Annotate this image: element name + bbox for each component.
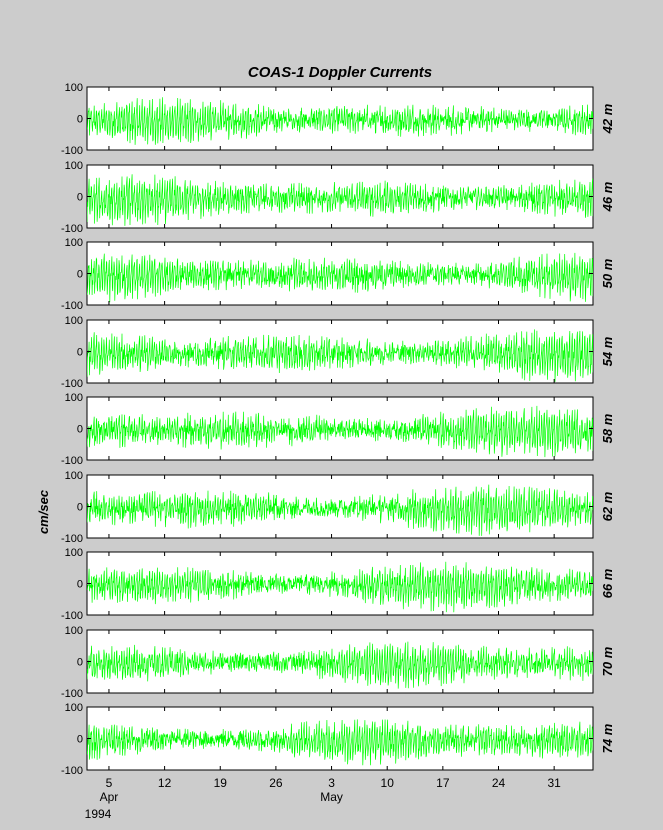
y-tick-label: 100 (65, 315, 83, 327)
y-tick-label: 0 (77, 347, 83, 359)
series-line (87, 561, 593, 613)
y-tick-label: 100 (65, 160, 83, 172)
depth-label: 58 m (600, 413, 615, 443)
y-tick-label: 100 (65, 237, 83, 249)
year-label: 1994 (85, 807, 112, 821)
y-tick-label: 100 (65, 392, 83, 404)
depth-label: 74 m (600, 723, 615, 753)
depth-label: 54 m (600, 336, 615, 366)
panel-46-m: 100 0 -100 46 m (61, 160, 615, 235)
y-tick-label: 100 (65, 470, 83, 482)
x-tick-label: 12 (158, 776, 172, 790)
x-tick-label: 26 (269, 776, 283, 790)
series-line (87, 719, 593, 766)
x-tick-label: 31 (547, 776, 561, 790)
y-tick-label: -100 (61, 378, 83, 390)
y-tick-label: 0 (77, 734, 83, 746)
series-line (87, 174, 593, 226)
depth-label: 46 m (600, 181, 615, 212)
y-tick-label: -100 (61, 455, 83, 467)
x-axis: 5 12 19 26 3 10 17 24 31 Apr May (100, 776, 562, 804)
series-line (87, 405, 593, 458)
series-line (87, 97, 593, 145)
y-tick-label: 0 (77, 502, 83, 514)
chart-panels: 100 0 -100 42 m 100 0 -100 46 m 100 0 -100 50 m 100 0… (61, 82, 615, 777)
x-tick-label: 10 (381, 776, 395, 790)
y-tick-label: -100 (61, 765, 83, 777)
y-tick-label: 0 (77, 424, 83, 436)
y-tick-label: 0 (77, 579, 83, 591)
y-tick-label: 0 (77, 192, 83, 204)
x-tick-label: 3 (328, 776, 335, 790)
panel-70-m: 100 0 -100 70 m (61, 625, 615, 700)
panel-58-m: 100 0 -100 58 m (61, 392, 615, 467)
series-line (87, 329, 593, 382)
x-tick-label: 17 (436, 776, 450, 790)
y-axis-label: cm/sec (36, 489, 51, 534)
series-line (87, 252, 593, 303)
y-tick-label: -100 (61, 300, 83, 312)
y-tick-label: -100 (61, 533, 83, 545)
panel-74-m: 100 0 -100 74 m (61, 702, 615, 777)
x-tick-label: 24 (492, 776, 506, 790)
panel-54-m: 100 0 -100 54 m (61, 315, 615, 390)
y-tick-label: -100 (61, 610, 83, 622)
depth-label: 50 m (600, 258, 615, 288)
y-tick-label: 0 (77, 114, 83, 126)
y-tick-label: -100 (61, 688, 83, 700)
y-tick-label: 100 (65, 547, 83, 559)
y-tick-label: -100 (61, 145, 83, 157)
panel-42-m: 100 0 -100 42 m (61, 82, 615, 157)
series-line (87, 641, 593, 689)
x-tick-label: 19 (214, 776, 228, 790)
depth-label: 42 m (600, 103, 615, 134)
panel-frame (86, 319, 594, 384)
y-tick-label: -100 (61, 223, 83, 235)
depth-label: 66 m (600, 568, 615, 598)
month-label: May (320, 790, 343, 804)
panel-50-m: 100 0 -100 50 m (61, 237, 615, 312)
panel-62-m: 100 0 -100 62 m (61, 470, 615, 545)
y-tick-label: 0 (77, 269, 83, 281)
y-tick-label: 100 (65, 702, 83, 714)
month-label: Apr (100, 790, 119, 804)
panel-66-m: 100 0 -100 66 m (61, 547, 615, 622)
depth-label: 62 m (600, 491, 615, 521)
depth-label: 70 m (600, 646, 615, 676)
y-tick-label: 0 (77, 657, 83, 669)
x-tick-label: 5 (106, 776, 113, 790)
chart-title: COAS-1 Doppler Currents (248, 64, 432, 81)
series-line (87, 484, 593, 536)
y-tick-label: 100 (65, 625, 83, 637)
y-tick-label: 100 (65, 82, 83, 94)
